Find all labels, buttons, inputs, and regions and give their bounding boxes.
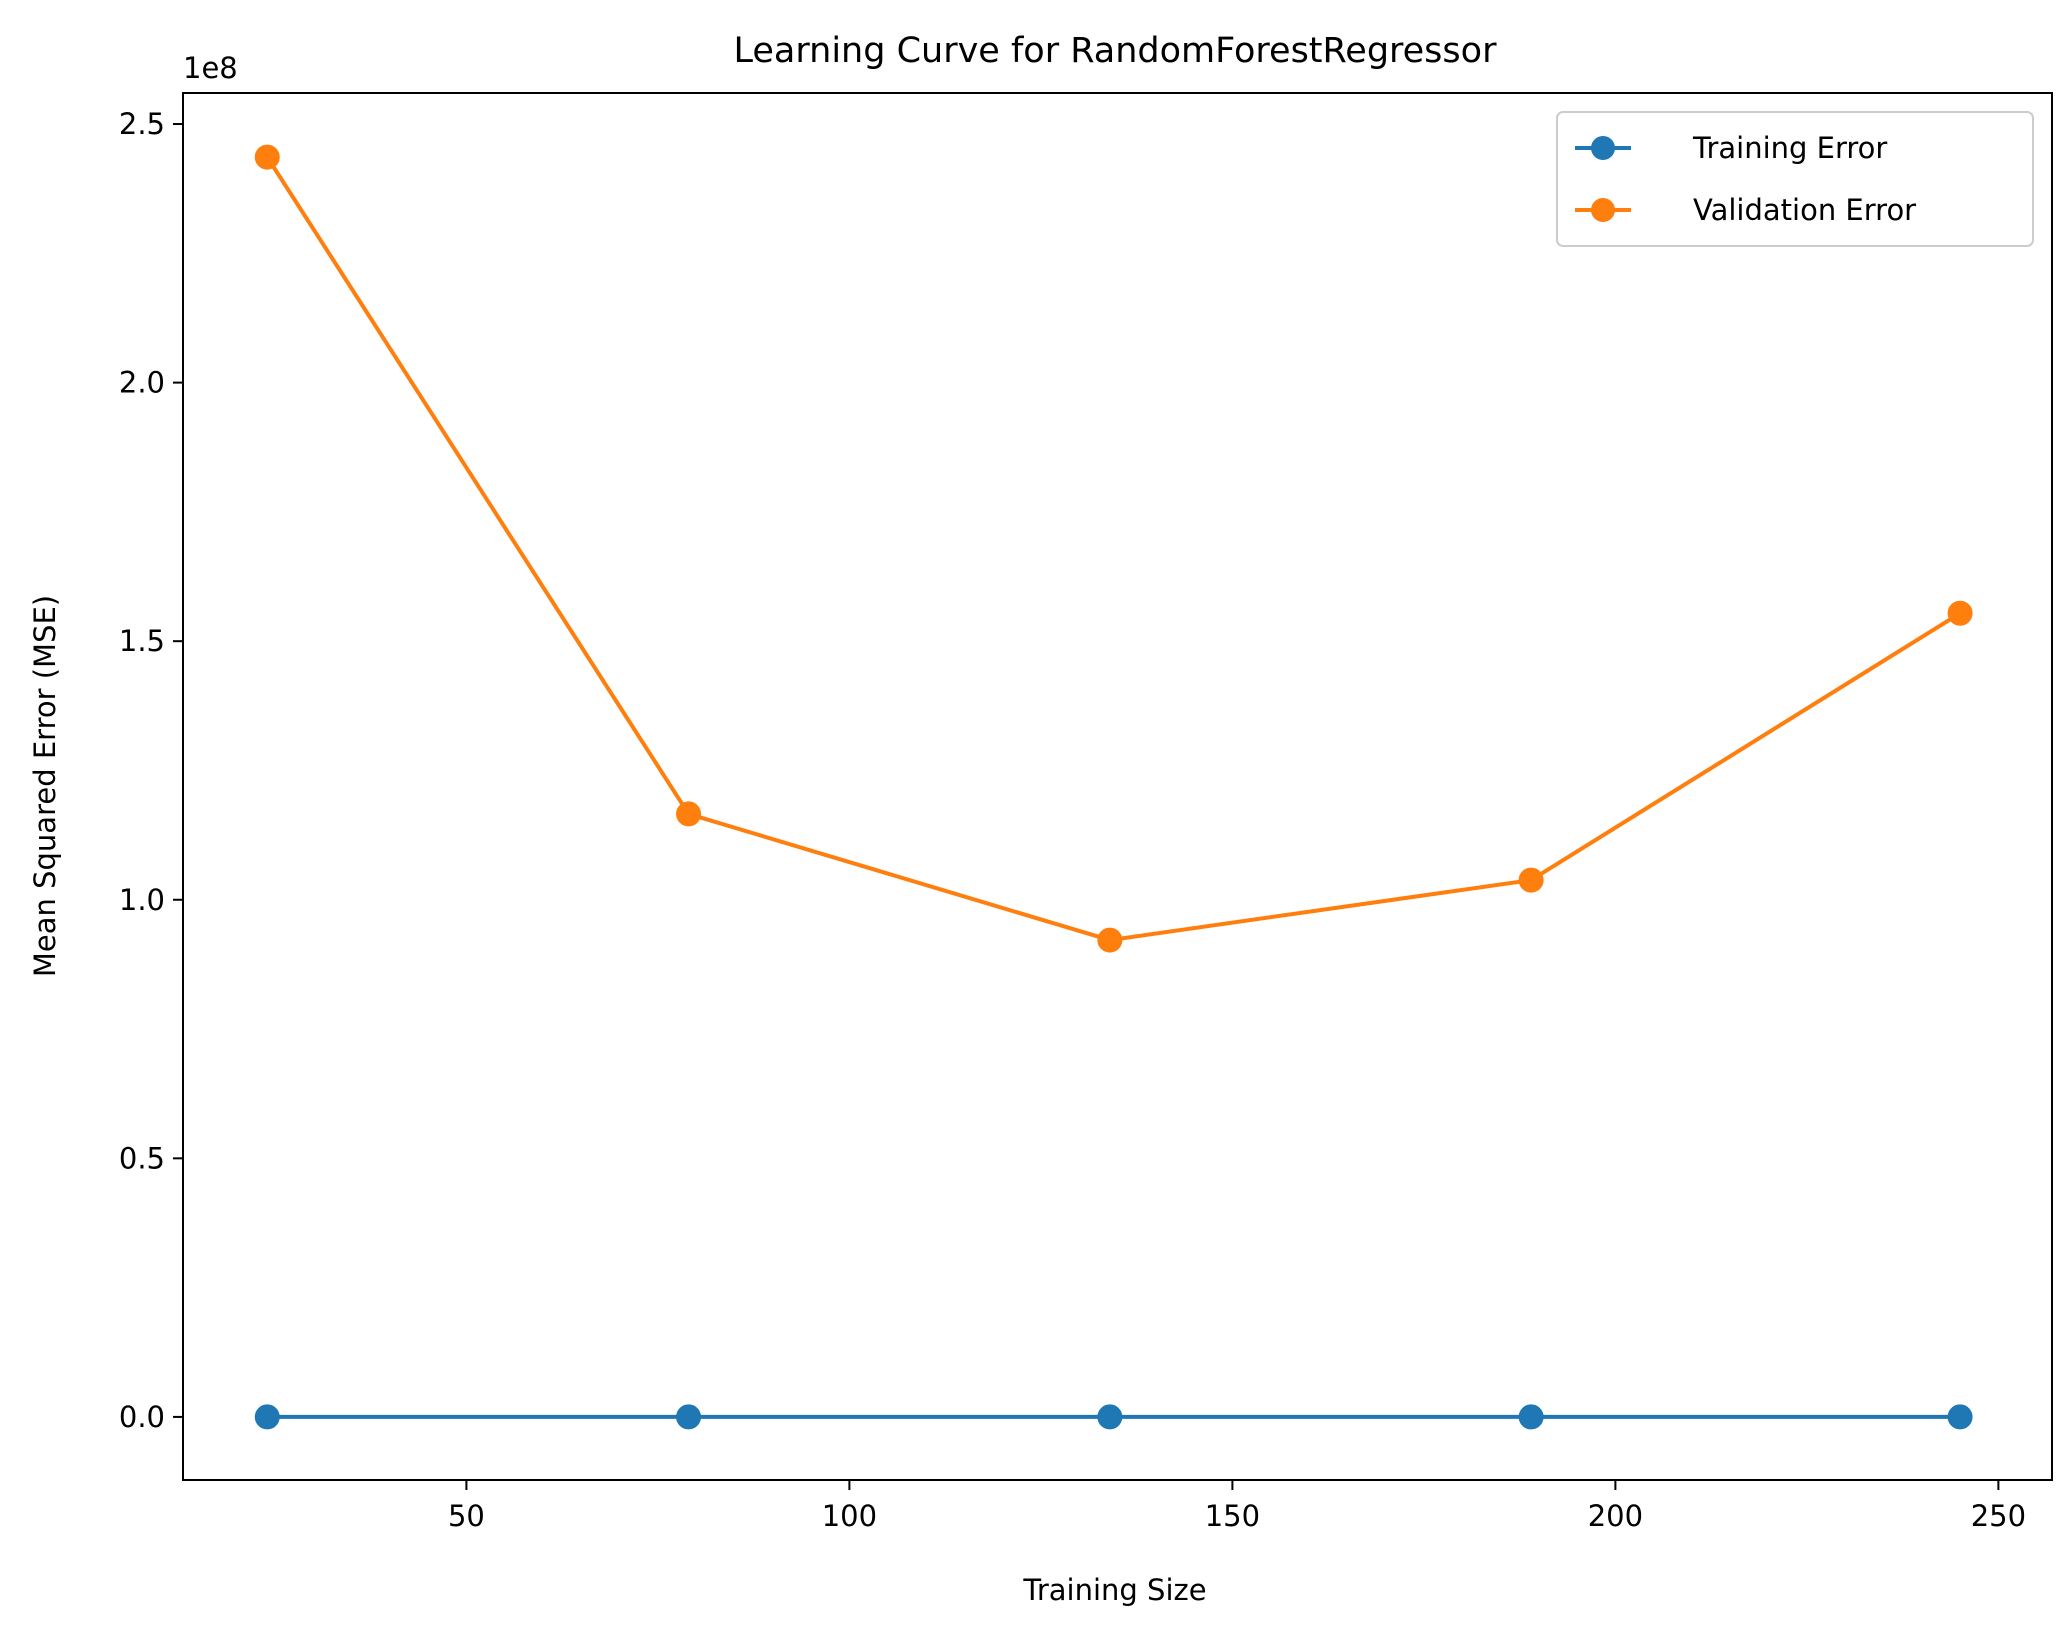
y-axis-label: Mean Squared Error (MSE): [28, 595, 62, 977]
data-point-training-error: [676, 1404, 702, 1430]
data-point-validation-error: [1097, 927, 1123, 953]
plot-frame: [182, 92, 2053, 1481]
x-tick-label: 100: [822, 1499, 877, 1533]
y-tick-label: 2.0: [119, 366, 165, 400]
y-axis: 0.0 0.5 1.0 1.5 2.0 2.5: [119, 107, 183, 1434]
chart-title: Learning Curve for RandomForestRegressor: [734, 31, 1498, 71]
y-axis-offset-label: 1e8: [183, 51, 238, 85]
x-axis-label: Training Size: [1022, 1573, 1206, 1607]
x-tick-label: 200: [1588, 1499, 1643, 1533]
legend-label-validation-error: Validation Error: [1693, 193, 1916, 227]
y-tick-label: 2.5: [119, 107, 165, 141]
data-point-training-error: [1947, 1404, 1973, 1430]
x-tick-label: 50: [448, 1499, 485, 1533]
y-tick-label: 1.5: [119, 624, 165, 658]
data-point-training-error: [254, 1404, 280, 1430]
legend-box: [1556, 111, 2034, 247]
y-tick-label: 0.0: [119, 1400, 165, 1434]
data-point-validation-error: [1518, 867, 1544, 893]
legend-marker-training-error: [1591, 136, 1615, 160]
data-point-validation-error: [254, 144, 280, 170]
y-tick-label: 0.5: [119, 1141, 165, 1175]
data-point-validation-error: [676, 801, 702, 827]
x-tick-label: 150: [1205, 1499, 1260, 1533]
x-tick-label: 250: [1971, 1499, 2026, 1533]
legend-label-training-error: Training Error: [1692, 131, 1887, 165]
legend-marker-validation-error: [1591, 198, 1615, 222]
y-tick-label: 1.0: [119, 883, 165, 917]
plot-area: [254, 144, 1973, 1430]
data-point-training-error: [1097, 1404, 1123, 1430]
data-point-training-error: [1518, 1404, 1544, 1430]
data-point-validation-error: [1947, 600, 1973, 626]
x-axis: 50 100 150 200 250: [448, 1480, 2026, 1533]
legend: Training Error Validation Error: [1556, 111, 2034, 247]
